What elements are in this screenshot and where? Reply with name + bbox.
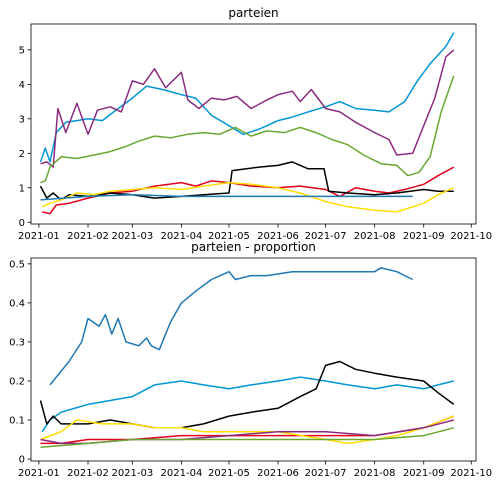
y-tick-label: 0 — [19, 455, 25, 466]
x-tick-label: 2021-07 — [305, 468, 347, 479]
x-tick-label: 2021-08 — [354, 231, 396, 242]
chart-2: parteien - proportion 0 0.1 0.2 0.3 0.4 0.5 202… — [9, 240, 492, 479]
x-tick-label: 2021-10 — [450, 231, 492, 242]
x-tick-label: 2021-06 — [257, 231, 299, 242]
x-tick-label: 2021-03 — [111, 231, 153, 242]
x-tick-label: 2021-09 — [403, 231, 445, 242]
x-tick-label: 2021-01 — [18, 468, 60, 479]
x-tick-label: 2021-04 — [161, 468, 203, 479]
series-line-4 — [41, 166, 455, 215]
x-tick-label: 2021-02 — [67, 468, 109, 479]
x-tick-label: 2021-07 — [305, 231, 347, 242]
series-line-6 — [41, 181, 455, 213]
series-line-5 — [39, 161, 454, 201]
series-line-2 — [41, 376, 454, 433]
y-tick-label: 0 — [19, 218, 25, 229]
chart-1: parteien 0 1 2 3 4 5 2021-01 2021-02 2021-03 2021-… — [18, 6, 492, 242]
series-line-2 — [40, 49, 455, 168]
y-tick-label: 0.4 — [9, 298, 25, 309]
x-tick-label: 2021-09 — [403, 468, 445, 479]
x-tick-label: 2021-03 — [111, 468, 153, 479]
series-line-7 — [40, 193, 413, 201]
x-tick-label: 2021-04 — [161, 231, 203, 242]
x-tick-label: 2021-10 — [450, 468, 492, 479]
y-tick-label: 4 — [19, 80, 25, 91]
x-tick-label: 2021-05 — [208, 231, 250, 242]
series-line-1 — [39, 32, 455, 163]
series-line-3 — [39, 360, 455, 429]
chart-title: parteien — [228, 6, 278, 20]
x-tick-label: 2021-02 — [67, 231, 109, 242]
y-tick-label: 0.5 — [9, 259, 25, 270]
series-line-7 — [40, 427, 454, 449]
y-tick-label: 0.3 — [9, 337, 25, 348]
x-tick-label: 2021-06 — [257, 468, 299, 479]
y-tick-label: 0.1 — [9, 416, 25, 427]
y-tick-label: 3 — [19, 114, 25, 125]
series-line-5 — [40, 415, 455, 445]
y-tick-label: 1 — [19, 183, 25, 194]
x-tick-label: 2021-08 — [354, 468, 396, 479]
y-tick-label: 2 — [19, 149, 25, 160]
chart-title: parteien - proportion — [191, 240, 316, 254]
plot-frame — [30, 257, 477, 462]
y-tick-label: 0.2 — [9, 376, 25, 387]
series-line-1 — [49, 267, 414, 386]
series-line-3 — [40, 75, 455, 184]
x-tick-label: 2021-01 — [18, 231, 60, 242]
y-tick-label: 5 — [19, 45, 25, 56]
plot-frame — [30, 23, 477, 225]
x-tick-label: 2021-05 — [208, 468, 250, 479]
